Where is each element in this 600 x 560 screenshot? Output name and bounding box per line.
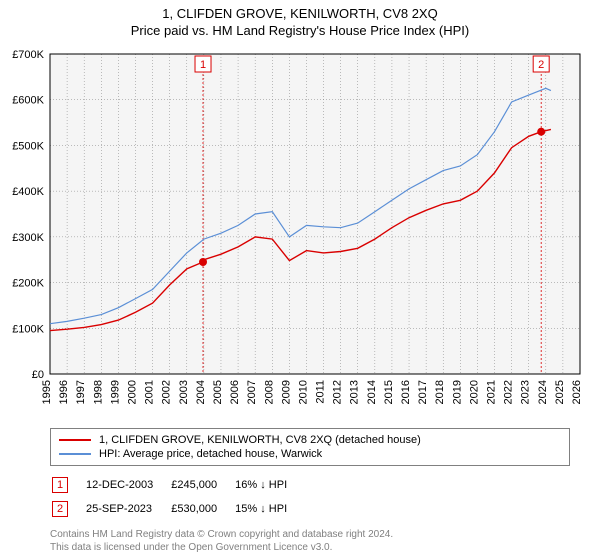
marker-price: £530,000 xyxy=(171,498,233,520)
footer: Contains HM Land Registry data © Crown c… xyxy=(50,528,570,554)
svg-text:2018: 2018 xyxy=(434,380,446,404)
svg-text:£300K: £300K xyxy=(12,232,44,244)
marker-date: 12-DEC-2003 xyxy=(86,474,169,496)
chart-subtitle: Price paid vs. HM Land Registry's House … xyxy=(0,21,600,44)
legend-swatch xyxy=(59,439,91,441)
svg-text:2024: 2024 xyxy=(537,380,549,404)
svg-text:2011: 2011 xyxy=(315,380,327,404)
svg-text:1: 1 xyxy=(200,59,206,71)
table-row: 2 25-SEP-2023 £530,000 15% ↓ HPI xyxy=(52,498,303,520)
marker-date: 25-SEP-2023 xyxy=(86,498,169,520)
svg-text:£600K: £600K xyxy=(12,95,44,107)
chart-area: 1 2 £0 £100K £200K £300K £400K £500K £600K £700K 1… xyxy=(0,44,600,424)
svg-text:£700K: £700K xyxy=(12,49,44,61)
marker-table: 1 12-DEC-2003 £245,000 16% ↓ HPI 2 25-SE… xyxy=(50,472,305,522)
marker-pct: 15% ↓ HPI xyxy=(235,498,303,520)
marker-pct: 16% ↓ HPI xyxy=(235,474,303,496)
table-row: 1 12-DEC-2003 £245,000 16% ↓ HPI xyxy=(52,474,303,496)
svg-text:2004: 2004 xyxy=(195,380,207,404)
svg-text:1998: 1998 xyxy=(92,380,104,404)
legend-item: HPI: Average price, detached house, Warw… xyxy=(59,447,561,461)
svg-text:1996: 1996 xyxy=(58,380,70,404)
footer-line: Contains HM Land Registry data © Crown c… xyxy=(50,528,570,541)
svg-text:2023: 2023 xyxy=(520,380,532,404)
svg-text:2022: 2022 xyxy=(503,380,515,404)
svg-text:2014: 2014 xyxy=(366,380,378,404)
svg-text:2003: 2003 xyxy=(178,380,190,404)
svg-text:2008: 2008 xyxy=(263,380,275,404)
legend-label: 1, CLIFDEN GROVE, KENILWORTH, CV8 2XQ (d… xyxy=(99,434,421,446)
marker-badge: 2 xyxy=(52,501,68,517)
svg-text:2021: 2021 xyxy=(486,380,498,404)
svg-text:2005: 2005 xyxy=(212,380,224,404)
svg-text:2: 2 xyxy=(538,59,544,71)
svg-text:1997: 1997 xyxy=(75,380,87,404)
svg-text:2009: 2009 xyxy=(280,380,292,404)
svg-text:2013: 2013 xyxy=(349,380,361,404)
svg-text:2012: 2012 xyxy=(332,380,344,404)
svg-text:1995: 1995 xyxy=(41,380,53,404)
svg-text:£400K: £400K xyxy=(12,186,44,198)
svg-text:2006: 2006 xyxy=(229,380,241,404)
svg-text:2015: 2015 xyxy=(383,380,395,404)
legend: 1, CLIFDEN GROVE, KENILWORTH, CV8 2XQ (d… xyxy=(50,428,570,466)
svg-text:£0: £0 xyxy=(32,369,44,381)
svg-text:2010: 2010 xyxy=(297,380,309,404)
svg-text:£200K: £200K xyxy=(12,278,44,290)
legend-item: 1, CLIFDEN GROVE, KENILWORTH, CV8 2XQ (d… xyxy=(59,433,561,447)
chart-svg: 1 2 £0 £100K £200K £300K £400K £500K £600K £700K 1… xyxy=(0,44,600,424)
marker-price: £245,000 xyxy=(171,474,233,496)
svg-text:£500K: £500K xyxy=(12,140,44,152)
legend-swatch xyxy=(59,453,91,455)
svg-text:2002: 2002 xyxy=(161,380,173,404)
svg-text:2016: 2016 xyxy=(400,380,412,404)
svg-text:2025: 2025 xyxy=(554,380,566,404)
svg-text:£100K: £100K xyxy=(12,323,44,335)
svg-text:2007: 2007 xyxy=(246,380,258,404)
svg-text:2001: 2001 xyxy=(144,380,156,404)
legend-label: HPI: Average price, detached house, Warw… xyxy=(99,448,322,460)
svg-text:2019: 2019 xyxy=(451,380,463,404)
svg-text:2017: 2017 xyxy=(417,380,429,404)
chart-title: 1, CLIFDEN GROVE, KENILWORTH, CV8 2XQ xyxy=(0,0,600,21)
marker-badge: 1 xyxy=(52,477,68,493)
footer-line: This data is licensed under the Open Gov… xyxy=(50,541,570,554)
svg-text:1999: 1999 xyxy=(109,380,121,404)
svg-text:2020: 2020 xyxy=(468,380,480,404)
svg-text:2000: 2000 xyxy=(126,380,138,404)
svg-text:2026: 2026 xyxy=(571,380,583,404)
